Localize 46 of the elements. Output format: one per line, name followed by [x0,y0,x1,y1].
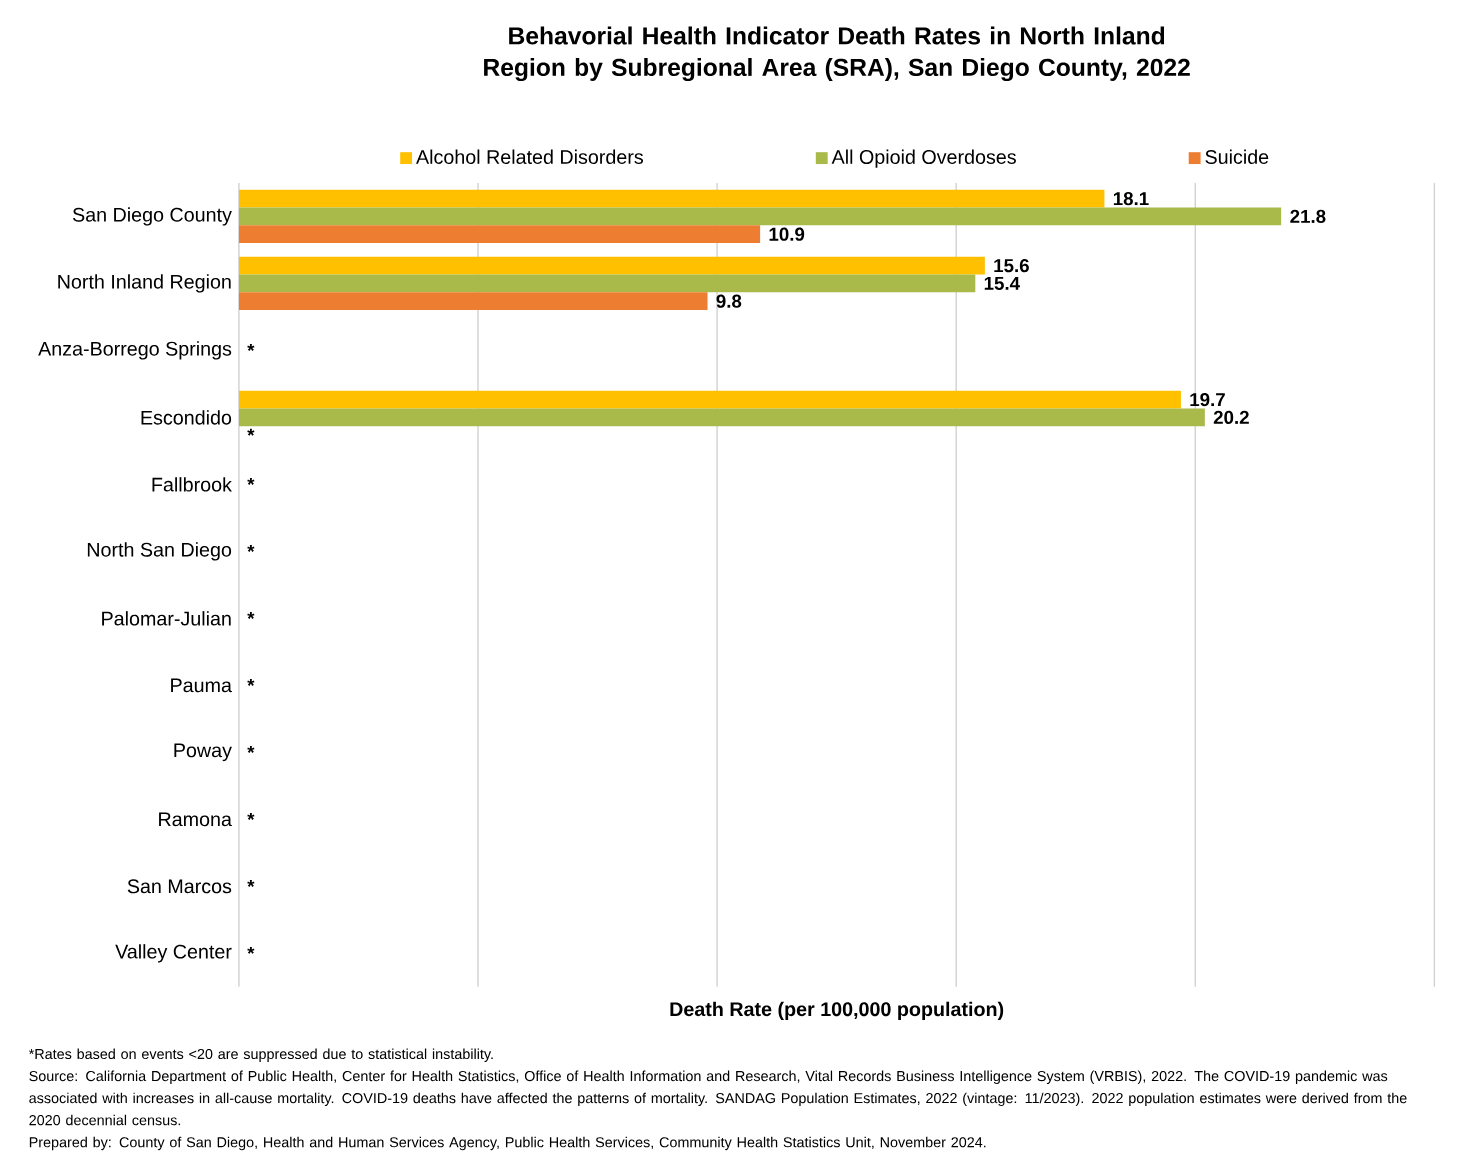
y-tick-label: San Marcos [127,879,232,894]
bar [238,390,1181,409]
data-label: 20.2 [1213,410,1249,425]
legend-label: Suicide [1205,149,1269,165]
y-tick-label: San Diego County [72,207,232,226]
text: * [247,812,255,820]
text: * [247,678,255,686]
text: * [247,745,255,753]
y-tick-label: Pauma [171,678,232,693]
y-tick-label: Ramona [159,812,232,827]
data-label: 10.9 [769,227,805,241]
text: * [247,611,255,619]
y-tick-label: Palomar-Julian [102,611,231,626]
bar [238,189,1105,208]
y-tick-label: North San Diego [87,542,232,561]
y-tick-label: Valley Center [115,944,232,963]
y-tick-label: Poway [174,743,232,762]
legend-label: Alcohol Related Disorders [416,149,644,165]
data-label: 9.8 [716,294,742,308]
y-tick-label: North Inland Region [58,274,231,293]
text: * [247,428,255,436]
bar [238,408,1205,427]
chart-title: Behavorial Health Indicator Death Rates in North Inland Region by Subregional Area (SRA), San Diego County, 2022 [484,26,1190,82]
bar [238,256,985,275]
y-tick-label: Escondido [141,410,232,425]
bar [238,274,976,293]
bar [238,225,761,244]
text: * [247,544,255,552]
bar [238,207,1282,226]
text: * [247,946,255,954]
x-axis-title: Death Rate (per 100,000 population) [670,1001,1004,1021]
data-label: 15.4 [984,276,1020,290]
y-tick-label: Fallbrook [152,477,232,492]
text: *Rates based on events <20 are suppressed due to statistical instability. [28,1048,493,1062]
text: * [247,879,255,887]
data-label: 21.8 [1290,209,1326,224]
text: * [247,477,255,485]
legend-label: All Opioid Overdoses [831,149,1016,168]
text: * [247,344,255,351]
data-label: 18.1 [1113,192,1149,206]
source-note: Source: California Department of Public Health, Center for Health Statistics, Office of Health Information and Research, Vital Records Business Intelligence System (VRBIS), 2022. The COVID-19 pandemic was associated with increases in all-cause mortality. COVID-19 deaths have affected the patterns of mortality. SANDAG Population Estimates, 2022 (vintage: 11/2023). 2022 population estimates were derived from the 2020 decennial census. [29,1070,1407,1126]
data-label: 19.7 [1190,393,1225,407]
bar [238,292,708,311]
data-label: 15.6 [994,259,1029,273]
y-tick-label: Anza-Borrego Springs [38,341,232,360]
text: Prepared by: County of San Diego, Health and Human Services Agency, Public Health Services, Community Health Statistics Unit, November 2024. [29,1136,986,1151]
